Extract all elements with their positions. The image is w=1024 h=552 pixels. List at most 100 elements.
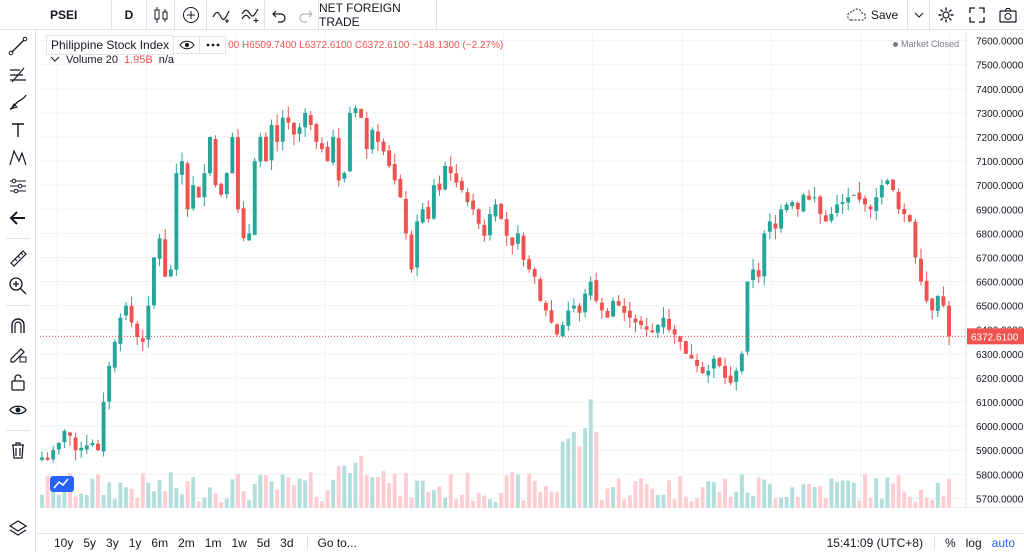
pattern-tool-icon[interactable] <box>4 146 32 170</box>
range-button-5d[interactable]: 5d <box>256 536 271 550</box>
candle-body <box>40 457 44 460</box>
range-button-1m[interactable]: 1m <box>204 536 222 550</box>
more-options-icon[interactable] <box>200 36 227 54</box>
text-tool-icon[interactable] <box>4 118 32 142</box>
candle-body <box>291 122 296 135</box>
auto-toggle[interactable]: auto <box>991 536 1015 550</box>
lock-drawing-icon[interactable] <box>4 342 32 366</box>
brush-icon[interactable] <box>4 90 32 114</box>
camera-icon[interactable] <box>992 0 1024 30</box>
arrow-left-icon[interactable] <box>4 206 32 230</box>
volume-bar <box>767 484 772 508</box>
ruler-icon[interactable] <box>4 246 32 270</box>
price-chart[interactable]: 7600.0000 7500.0000 7400.0000 7300.0000 7200… <box>37 31 1024 508</box>
cloud-icon <box>847 8 866 21</box>
fullscreen-icon[interactable] <box>962 0 992 30</box>
range-button-2m[interactable]: 2m <box>178 536 195 550</box>
volume-na: n/a <box>158 54 175 66</box>
redo-icon[interactable] <box>293 0 319 30</box>
series-title[interactable]: Philippine Stock Index <box>46 35 175 55</box>
range-button-3d[interactable]: 3d <box>280 536 294 550</box>
volume-bar <box>196 501 201 508</box>
candles-style-icon[interactable] <box>147 0 175 30</box>
range-button-10y[interactable]: 10y <box>54 536 74 550</box>
candle-body <box>823 215 828 222</box>
candle-body <box>683 341 688 354</box>
collapse-chevron-icon[interactable] <box>50 54 60 66</box>
prediction-tool-icon[interactable] <box>4 174 32 198</box>
magnet-icon[interactable] <box>4 314 32 338</box>
symbol-search[interactable]: PSEI <box>0 0 112 30</box>
candle-body <box>555 324 560 335</box>
range-button-3y[interactable]: 3y <box>106 536 119 550</box>
fib-tool-icon[interactable] <box>4 62 32 86</box>
volume-bar <box>241 491 246 508</box>
volume-bar <box>773 498 778 508</box>
zoom-in-icon[interactable] <box>4 274 32 298</box>
candle-body <box>784 204 789 210</box>
volume-legend: Volume 20 1.95B n/a <box>50 54 174 66</box>
interval-label: D <box>124 7 134 22</box>
percent-toggle[interactable]: % <box>933 536 961 550</box>
candle-body <box>280 117 285 142</box>
volume-bar <box>667 480 672 508</box>
candle-body <box>801 194 806 212</box>
undo-icon[interactable] <box>265 0 293 30</box>
candle-body <box>633 318 638 323</box>
candle-body <box>739 353 744 372</box>
volume-bar <box>571 431 576 508</box>
save-menu-chevron-icon[interactable] <box>908 0 930 30</box>
candle-body <box>756 270 761 277</box>
volume-bar <box>487 499 492 508</box>
volume-bar <box>891 483 895 508</box>
trend-line-icon[interactable] <box>4 34 32 58</box>
top-toolbar: PSEI D NET FOREIGN TRADE Save <box>0 0 1024 30</box>
log-toggle[interactable]: log <box>965 536 982 550</box>
eye-icon[interactable] <box>4 398 32 422</box>
volume-bar <box>269 481 274 508</box>
candle-body <box>73 437 78 451</box>
candle-body <box>45 457 50 460</box>
volume-bar <box>622 499 627 508</box>
volume-bar <box>599 499 604 508</box>
save-button[interactable]: Save <box>836 0 908 30</box>
goto-button[interactable]: Go to... <box>306 536 362 550</box>
volume-bar <box>661 494 666 508</box>
volume-bar <box>437 486 442 508</box>
unlock-icon[interactable] <box>4 370 32 394</box>
layers-icon[interactable] <box>4 516 32 540</box>
candle-body <box>667 318 672 330</box>
range-button-5y[interactable]: 5y <box>83 536 97 550</box>
candle-body <box>913 221 918 258</box>
volume-bar <box>297 478 302 508</box>
trash-icon[interactable] <box>4 438 32 462</box>
volume-bar <box>84 495 89 508</box>
interval-button[interactable]: D <box>112 0 147 30</box>
candle-body <box>426 207 431 219</box>
range-button-1w[interactable]: 1w <box>231 536 247 550</box>
candle-body <box>224 173 229 195</box>
volume-bar <box>443 497 448 508</box>
last-price-label: 6372.6100 <box>971 332 1019 343</box>
volume-bar <box>947 479 951 508</box>
market-status-text: Market Closed <box>901 39 960 49</box>
visibility-eye-icon[interactable] <box>174 36 201 54</box>
indicator-button[interactable]: NET FOREIGN TRADE <box>319 0 437 30</box>
settings-gear-icon[interactable] <box>930 0 962 30</box>
drawing-toolbar <box>0 0 36 552</box>
volume-bar <box>426 491 431 508</box>
volume-bar <box>213 493 218 508</box>
candle-body <box>258 137 263 162</box>
volume-bar <box>303 480 308 508</box>
range-button-1y[interactable]: 1y <box>128 536 142 550</box>
add-compare-icon[interactable] <box>175 0 207 30</box>
templates-icon[interactable] <box>237 0 265 30</box>
volume-bar <box>493 501 498 508</box>
volume-bar <box>633 481 638 508</box>
indicators-icon[interactable] <box>207 0 237 30</box>
range-button-6m[interactable]: 6m <box>151 536 169 550</box>
candle-body <box>515 233 520 244</box>
volume-bar <box>347 473 352 508</box>
volume-bar <box>431 490 436 508</box>
